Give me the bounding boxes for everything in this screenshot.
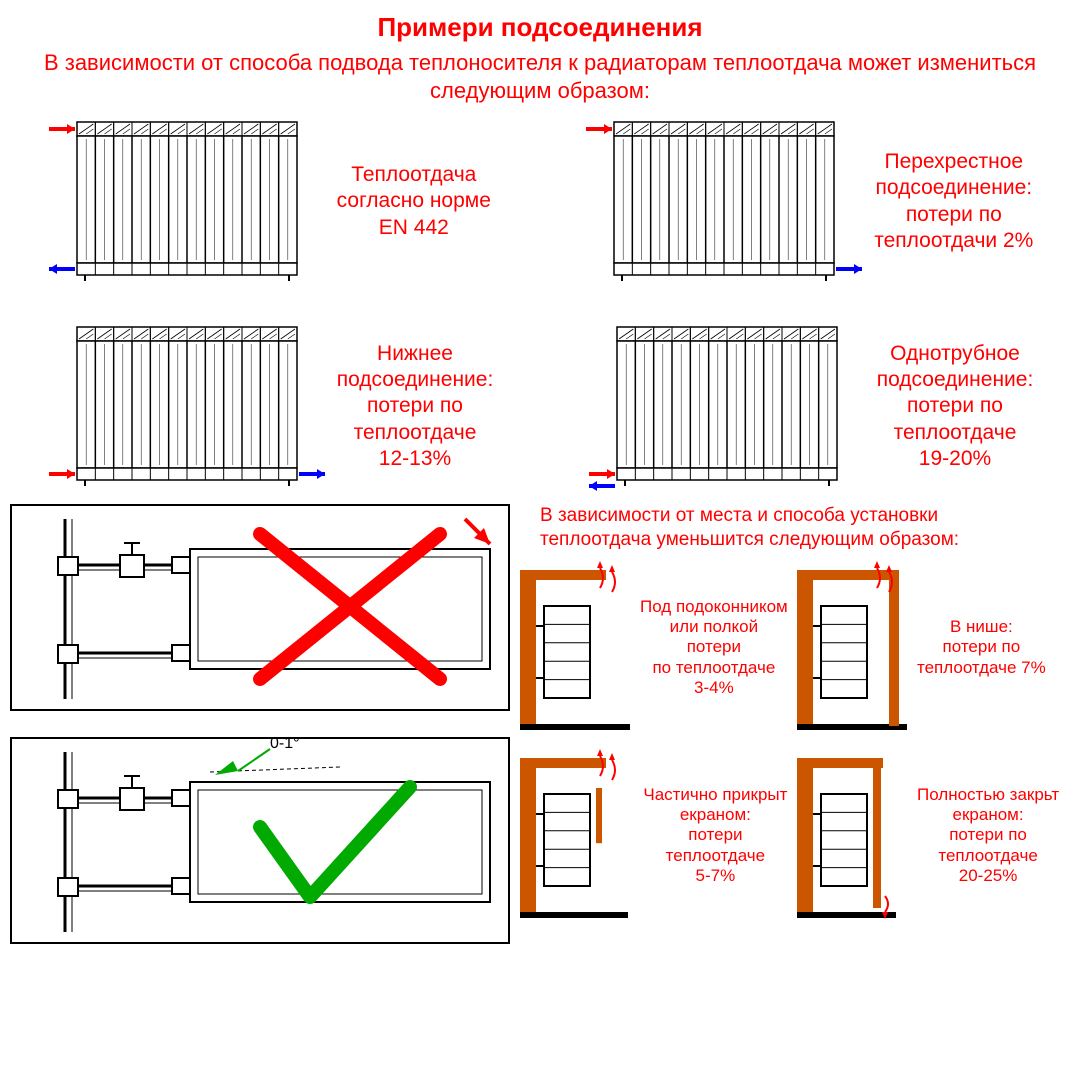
connection-caption-1: Перехрестное подсоединение: потери по те… — [874, 149, 1033, 254]
connection-caption-2: Нижнее подсоединение: потери по теплоотд… — [337, 341, 494, 472]
connection-cell-3: Однотрубное подсоединение: потери по теп… — [587, 319, 1034, 494]
radiator-diagram-1 — [584, 114, 864, 289]
bottom-section: 0-1° В зависимости от места и способа ус… — [0, 504, 1080, 962]
placement-diagram-2 — [520, 746, 628, 926]
connection-row-2: Нижнее подсоединение: потери по теплоотд… — [0, 319, 1080, 494]
install-column: 0-1° — [0, 504, 520, 962]
placement-cell-1: В нише: потери по теплоотдаче 7% — [797, 558, 1070, 738]
placement-diagram-3 — [797, 746, 896, 926]
angle-label: 0-1° — [270, 735, 300, 753]
placement-caption-1: В нише: потери по теплоотдаче 7% — [917, 617, 1046, 678]
placement-title: В зависимости от места и способа установ… — [540, 504, 1070, 552]
placement-cell-0: Под подоконником или полкой потери по те… — [520, 558, 793, 738]
placement-caption-2: Частично прикрыт екраном: потери теплоот… — [638, 785, 793, 887]
connection-row-1: Теплоотдача согласно норме EN 442 Перехр… — [0, 114, 1080, 289]
placement-caption-3: Полностью закрьт екраном: потери по тепл… — [906, 785, 1070, 887]
radiator-diagram-0 — [47, 114, 327, 289]
placement-cell-2: Частично прикрыт екраном: потери теплоот… — [520, 746, 793, 926]
connection-cell-1: Перехрестное подсоединение: потери по те… — [584, 114, 1033, 289]
install-right-wrap: 0-1° — [10, 737, 520, 962]
install-right-diagram — [10, 737, 510, 957]
install-wrong-diagram — [10, 504, 510, 724]
placement-diagram-0 — [520, 558, 630, 738]
page-title: Примери подсоединения — [0, 0, 1080, 43]
connection-cell-2: Нижнее подсоединение: потери по теплоотд… — [47, 319, 494, 494]
connection-caption-3: Однотрубное подсоединение: потери по теп… — [877, 341, 1034, 472]
install-wrong-wrap — [10, 504, 520, 729]
page-subtitle: В зависимости от способа подвода теплоно… — [0, 43, 1080, 104]
placement-column: В зависимости от места и способа установ… — [520, 504, 1080, 962]
radiator-diagram-2 — [47, 319, 327, 494]
connection-cell-0: Теплоотдача согласно норме EN 442 — [47, 114, 491, 289]
radiator-diagram-3 — [587, 319, 867, 494]
placement-diagram-1 — [797, 558, 907, 738]
placement-cell-3: Полностью закрьт екраном: потери по тепл… — [797, 746, 1070, 926]
connection-caption-0: Теплоотдача согласно норме EN 442 — [337, 162, 491, 241]
placement-caption-0: Под подоконником или полкой потери по те… — [640, 597, 788, 699]
